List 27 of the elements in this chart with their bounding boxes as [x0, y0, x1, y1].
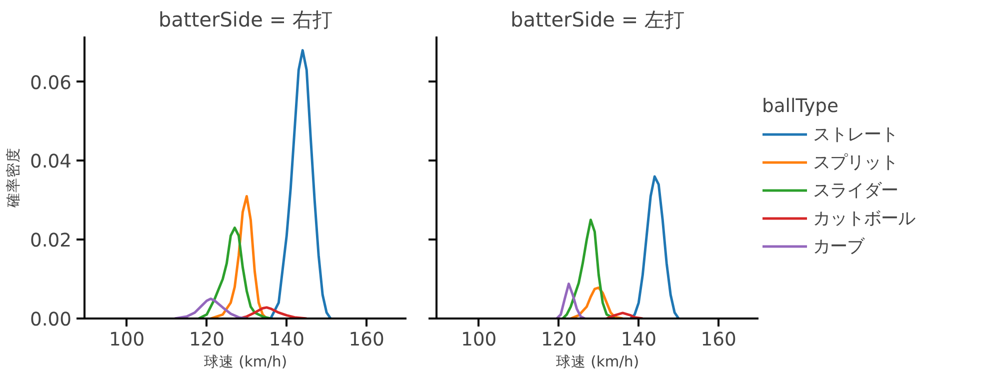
legend-label: スライダー — [813, 180, 898, 202]
line-series — [198, 226, 272, 318]
x-tick-label: 120 — [188, 330, 225, 350]
line-series — [174, 298, 248, 318]
legend-label: カーブ — [813, 236, 864, 258]
y-tick-label: 0.04 — [30, 152, 72, 173]
y-axis-title: 確率密度 — [4, 148, 22, 208]
x-tick-label: 140 — [268, 330, 304, 350]
y-tick-label: 0.00 — [30, 310, 72, 330]
y-tick-label: 0.06 — [30, 72, 72, 94]
x-tick-label: 120 — [540, 330, 577, 350]
chart-title: batterSide = 左打 — [510, 8, 684, 32]
legend-label: スプリット — [813, 152, 898, 174]
x-tick-label: 100 — [109, 330, 145, 350]
x-tick-label: 160 — [348, 330, 384, 350]
x-axis-title: 球速 (km/h) — [556, 354, 640, 370]
y-tick-label: 0.02 — [30, 230, 72, 252]
x-tick-label: 100 — [461, 330, 497, 350]
x-tick-label: 160 — [700, 330, 736, 350]
line-series — [209, 194, 268, 318]
legend-title: ballType — [762, 96, 840, 117]
line-series — [269, 49, 332, 318]
legend-label: カットボール — [813, 208, 915, 230]
chart-title: batterSide = 右打 — [158, 8, 332, 32]
x-axis-title: 球速 (km/h) — [204, 354, 288, 370]
x-tick-label: 140 — [620, 330, 656, 350]
legend-label: ストレート — [813, 124, 898, 146]
